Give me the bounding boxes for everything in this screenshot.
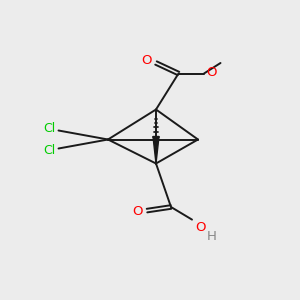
Text: O: O xyxy=(195,221,206,234)
Text: O: O xyxy=(206,66,217,79)
Text: O: O xyxy=(132,205,142,218)
Polygon shape xyxy=(153,136,159,164)
Text: H: H xyxy=(207,230,217,243)
Text: O: O xyxy=(141,53,152,67)
Text: Cl: Cl xyxy=(43,143,56,157)
Text: Cl: Cl xyxy=(43,122,56,135)
